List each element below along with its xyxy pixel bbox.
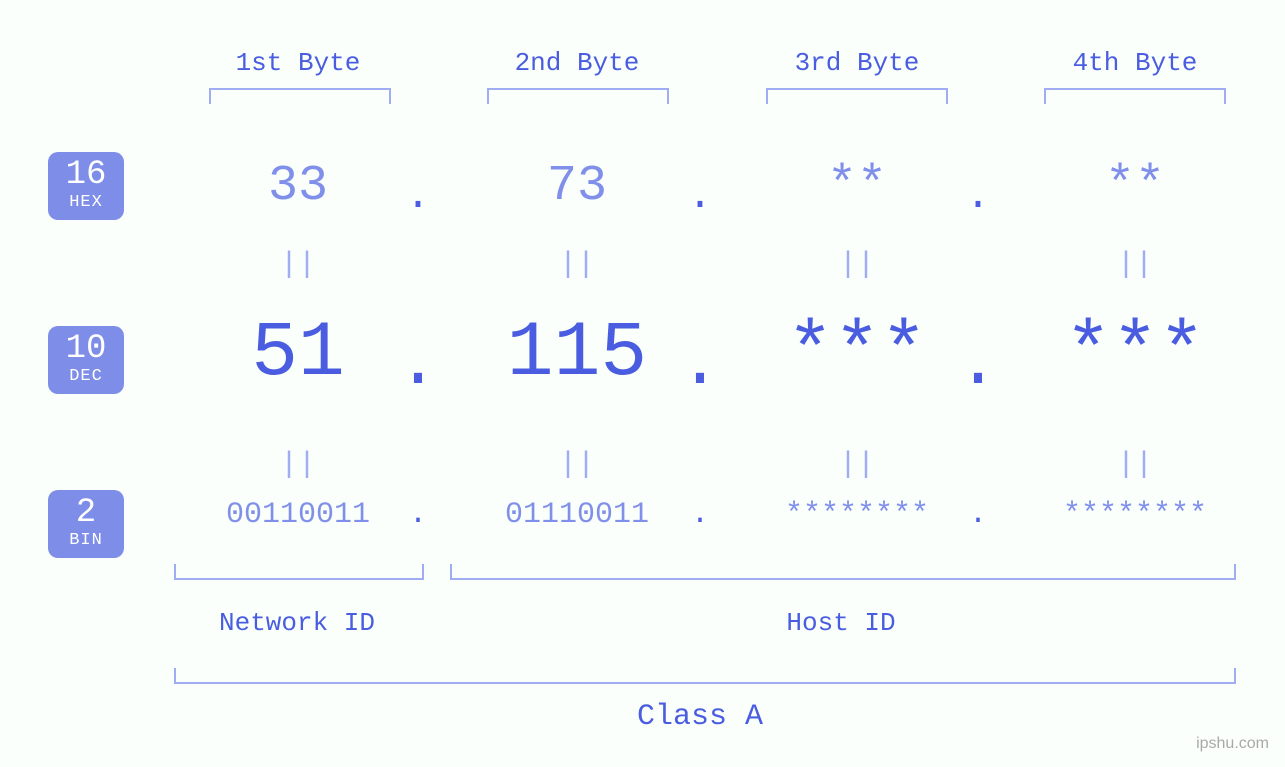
dec-byte-1: 51: [168, 310, 428, 398]
label-host-id: Host ID: [741, 608, 941, 638]
dec-byte-2: 115: [447, 310, 707, 398]
label-class: Class A: [600, 700, 800, 734]
watermark: ipshu.com: [1196, 735, 1269, 753]
col-label-2: 2nd Byte: [487, 48, 667, 78]
dot-bin-3: .: [968, 498, 988, 532]
badge-bin-num: 2: [48, 496, 124, 532]
eq-decbin-3: ||: [827, 448, 887, 482]
eq-hexdec-1: ||: [268, 248, 328, 282]
bracket-host-id: [450, 564, 1236, 580]
dot-dec-3: .: [955, 326, 1001, 405]
dec-byte-4: ***: [1005, 310, 1265, 398]
badge-bin: 2 BIN: [48, 490, 124, 558]
badge-hex-num: 16: [48, 158, 124, 194]
dot-dec-2: .: [677, 326, 723, 405]
badge-bin-lbl: BIN: [48, 532, 124, 550]
dec-byte-3: ***: [727, 310, 987, 398]
hex-byte-3: **: [747, 158, 967, 215]
eq-hexdec-2: ||: [547, 248, 607, 282]
dot-dec-1: .: [395, 326, 441, 405]
badge-hex: 16 HEX: [48, 152, 124, 220]
top-bracket-3: [766, 88, 948, 104]
label-network-id: Network ID: [197, 608, 397, 638]
dot-bin-2: .: [690, 498, 710, 532]
eq-decbin-4: ||: [1105, 448, 1165, 482]
dot-hex-2: .: [685, 172, 715, 220]
eq-hexdec-4: ||: [1105, 248, 1165, 282]
bracket-network-id: [174, 564, 424, 580]
eq-hexdec-3: ||: [827, 248, 887, 282]
dot-hex-1: .: [403, 172, 433, 220]
badge-dec-lbl: DEC: [48, 368, 124, 386]
eq-decbin-2: ||: [547, 448, 607, 482]
bracket-class: [174, 668, 1236, 684]
hex-byte-4: **: [1025, 158, 1245, 215]
bin-byte-1: 00110011: [168, 498, 428, 532]
badge-hex-lbl: HEX: [48, 194, 124, 212]
hex-byte-2: 73: [467, 158, 687, 215]
badge-dec: 10 DEC: [48, 326, 124, 394]
top-bracket-1: [209, 88, 391, 104]
eq-decbin-1: ||: [268, 448, 328, 482]
top-bracket-2: [487, 88, 669, 104]
top-bracket-4: [1044, 88, 1226, 104]
bin-byte-3: ********: [727, 498, 987, 532]
dot-bin-1: .: [408, 498, 428, 532]
badge-dec-num: 10: [48, 332, 124, 368]
dot-hex-3: .: [963, 172, 993, 220]
col-label-3: 3rd Byte: [767, 48, 947, 78]
col-label-4: 4th Byte: [1045, 48, 1225, 78]
bin-byte-4: ********: [1005, 498, 1265, 532]
bin-byte-2: 01110011: [447, 498, 707, 532]
col-label-1: 1st Byte: [208, 48, 388, 78]
hex-byte-1: 33: [188, 158, 408, 215]
